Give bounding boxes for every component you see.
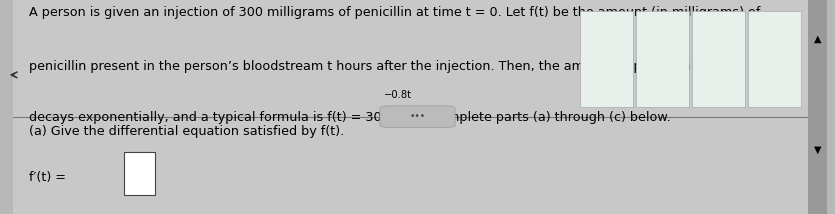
FancyBboxPatch shape [380,106,455,127]
Text: f′(t) =: f′(t) = [29,171,66,184]
Text: ▼: ▼ [814,145,821,155]
FancyBboxPatch shape [636,11,689,107]
FancyBboxPatch shape [808,0,827,214]
FancyBboxPatch shape [13,0,810,214]
Text: ▲: ▲ [814,34,821,43]
Text: (a) Give the differential equation satisfied by f(t).: (a) Give the differential equation satis… [29,125,345,138]
Text: A person is given an injection of 300 milligrams of penicillin at time t = 0. Le: A person is given an injection of 300 mi… [29,6,761,19]
Text: . Complete parts (a) through (c) below.: . Complete parts (a) through (c) below. [422,111,671,124]
Text: •••: ••• [409,112,426,121]
Text: decays exponentially, and a typical formula is f(t) = 300e: decays exponentially, and a typical form… [29,111,397,124]
FancyBboxPatch shape [748,11,801,107]
FancyBboxPatch shape [124,152,155,195]
FancyBboxPatch shape [692,11,745,107]
Text: penicillin present in the person’s bloodstream t hours after the injection. Then: penicillin present in the person’s blood… [29,60,691,73]
Text: −0.8t: −0.8t [384,89,412,100]
FancyBboxPatch shape [580,11,633,107]
